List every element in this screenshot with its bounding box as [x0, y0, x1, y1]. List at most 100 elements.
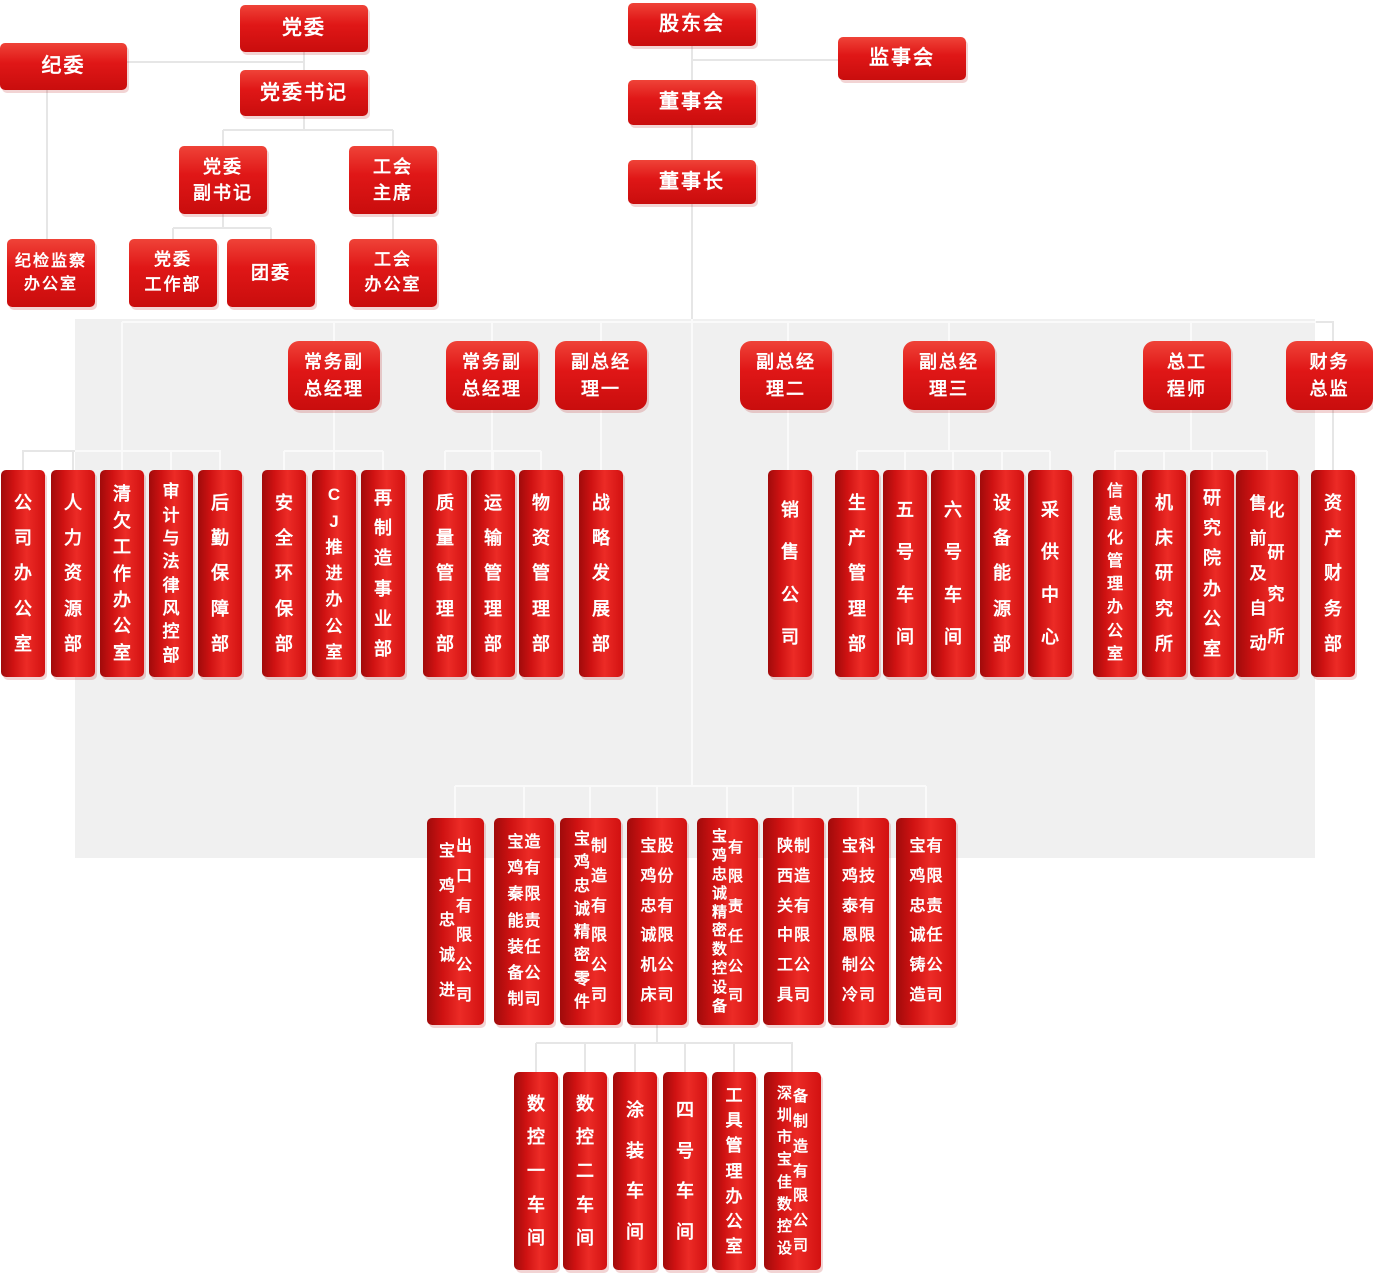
changwu-fuzongjingli-1: 常务副 总经理	[288, 341, 380, 410]
xinxihua-guanli-bangongshi: 信息化管理办公室	[1093, 470, 1137, 677]
node-label-column: 安全环保部	[275, 493, 293, 654]
fuzongjingli-yi: 副总经 理一	[555, 341, 647, 410]
dangwei-gongzuobu: 党委 工作部	[129, 239, 217, 307]
node-label: 财务 总监	[1309, 352, 1350, 399]
jijian-jiancha-bangongshi: 纪检监察 办公室	[7, 239, 95, 307]
fuzongjingli-san: 副总经 理三	[903, 341, 995, 410]
node-label: 董事会	[659, 91, 725, 113]
jingmi-lingjian-gongsi: 宝鸡忠诚精密零件制造有限公司	[560, 818, 621, 1025]
node-label-column: 清欠工作办公室	[113, 484, 131, 663]
node-label-column: 化研究所	[1267, 501, 1285, 646]
yunshu-guanlibu: 运输管理部	[471, 470, 515, 677]
node-label-column: 四号车间	[676, 1100, 694, 1242]
node-label: 监事会	[869, 47, 935, 69]
node-label-column: 五号车间	[896, 500, 914, 647]
node-label-column: 机床研究所	[1155, 493, 1173, 654]
node-label-column: 运输管理部	[484, 493, 502, 654]
shebei-nengyuanbu: 设备能源部	[980, 470, 1024, 677]
shengchan-guanlibu: 生产管理部	[835, 470, 879, 677]
node-label-column: 涂装车间	[626, 1100, 644, 1242]
node-label-column: 制造有限公司	[794, 837, 811, 1005]
node-label-column: 公司办公室	[14, 493, 32, 654]
node-label-column: 有限责任公司	[728, 838, 744, 1005]
shenzhen-baojia-gongsi: 深圳市宝佳数控设备制造有限公司	[764, 1072, 821, 1270]
node-label: 董事长	[659, 170, 725, 193]
node-label-column: 生产管理部	[848, 493, 866, 654]
tuanwei: 团委	[227, 239, 315, 307]
node-label-column: 宝鸡泰恩制冷	[841, 837, 858, 1005]
shenji-falv-fengkongbu: 审计与法律风控部	[149, 470, 193, 677]
node-label: 工会 主席	[373, 156, 413, 203]
dongshizhang: 董事长	[628, 160, 756, 204]
node-label-column: 再制造事业部	[374, 488, 392, 659]
jichuang-gufen-gongsi: 宝鸡忠诚机床股份有限公司	[627, 818, 687, 1025]
node-label: 纪委	[41, 55, 86, 77]
node-label-column: 售前及自动	[1249, 494, 1267, 653]
gudonghui: 股东会	[628, 3, 756, 46]
zhongcheng-zhuzao-gongsi: 宝鸡忠诚铸造有限责任公司	[896, 818, 956, 1025]
node-label: 党委	[282, 17, 326, 39]
node-label: 副总经 理三	[919, 352, 979, 399]
node-label-column: 有限责任公司	[926, 837, 943, 1005]
jiwei: 纪委	[0, 43, 127, 90]
node-label-column: 后勤保障部	[211, 493, 229, 654]
node-label-column: 科技有限公司	[859, 837, 876, 1005]
sihao-chejian: 四号车间	[663, 1072, 707, 1270]
renli-ziyuanbu: 人力资源部	[51, 470, 95, 677]
qingqian-gongzuo-bangongshi: 清欠工作办公室	[100, 470, 144, 677]
node-label-column: 股份有限公司	[657, 837, 674, 1005]
caiwu-zongjian: 财务 总监	[1286, 341, 1373, 410]
node-label-column: 宝鸡秦能装备制	[507, 834, 524, 1008]
qinneng-zhuangbei-gongsi: 宝鸡秦能装备制造有限责任公司	[494, 818, 554, 1025]
gongju-guanli-bangongshi: 工具管理办公室	[712, 1072, 756, 1270]
zhiliang-guanlibu: 质量管理部	[423, 470, 467, 677]
gonghui-bangongshi: 工会 办公室	[349, 239, 437, 307]
jingmi-shukong-shebei-gongsi: 宝鸡忠诚精密数控设备有限责任公司	[697, 818, 758, 1025]
changwu-fuzongjingli-2: 常务副 总经理	[446, 341, 538, 410]
node-label-column: 深圳市宝佳数控设	[776, 1085, 792, 1257]
node-label-column: 研究院办公室	[1203, 488, 1221, 659]
fuzongjingli-er: 副总经 理二	[740, 341, 832, 410]
node-label-column: 宝鸡忠诚进	[438, 842, 455, 1000]
yanjiuyuan-bangongshi: 研究院办公室	[1190, 470, 1234, 677]
node-label-column: 宝鸡忠诚铸造	[909, 837, 926, 1005]
node-label-column: 人力资源部	[64, 493, 82, 654]
node-label-column: 宝鸡忠诚精密数控设备	[711, 827, 727, 1016]
shouqian-zidonghua-yanjiusuo: 售前及自动化研究所	[1236, 470, 1298, 677]
node-label-column: 设备能源部	[993, 493, 1011, 654]
dangwei: 党委	[240, 5, 368, 52]
dangwei-shuji: 党委书记	[240, 70, 368, 116]
node-label: 常务副 总经理	[304, 352, 364, 399]
node-label: 常务副 总经理	[462, 352, 522, 399]
tuzhuang-chejian: 涂装车间	[613, 1072, 657, 1270]
caigong-zhongxin: 采供中心	[1028, 470, 1072, 677]
anquan-huanbaobu: 安全环保部	[262, 470, 306, 677]
node-label-column: 战略发展部	[592, 493, 610, 654]
guanzhong-gongju-gongsi: 陕西关中工具制造有限公司	[763, 818, 824, 1025]
node-label-column: 质量管理部	[436, 493, 454, 654]
node-label-column: 资产财务部	[1324, 493, 1342, 654]
node-label: 总工 程师	[1167, 352, 1207, 399]
node-label-column: 备制造有限公司	[793, 1087, 809, 1255]
gongsi-bangongshi: 公司办公室	[1, 470, 45, 677]
node-label: 副总经 理二	[756, 352, 816, 399]
wuzi-guanlibu: 物资管理部	[519, 470, 563, 677]
wuhao-chejian: 五号车间	[883, 470, 927, 677]
node-label-column: 物资管理部	[532, 493, 550, 654]
node-label-column: 六号车间	[944, 500, 962, 647]
node-label-column: 宝鸡忠诚机床	[640, 837, 657, 1005]
node-label-column: 宝鸡忠诚精密零件	[573, 831, 590, 1011]
zonggongchengshi: 总工 程师	[1143, 341, 1231, 410]
node-label-column: 审计与法律风控部	[162, 482, 180, 665]
node-label-column: 造有限责任公司	[524, 834, 541, 1008]
node-label-column: 数控一车间	[527, 1093, 545, 1249]
liuhao-chejian: 六号车间	[931, 470, 975, 677]
shukong-er-chejian: 数控二车间	[563, 1072, 607, 1270]
node-label-column: 销售公司	[781, 500, 799, 647]
dangwei-fushuji: 党委 副书记	[179, 146, 267, 214]
xiaoshou-gongsi: 销售公司	[768, 470, 812, 677]
jianshihui: 监事会	[838, 37, 966, 80]
node-label-column: 制造有限公司	[591, 837, 608, 1005]
